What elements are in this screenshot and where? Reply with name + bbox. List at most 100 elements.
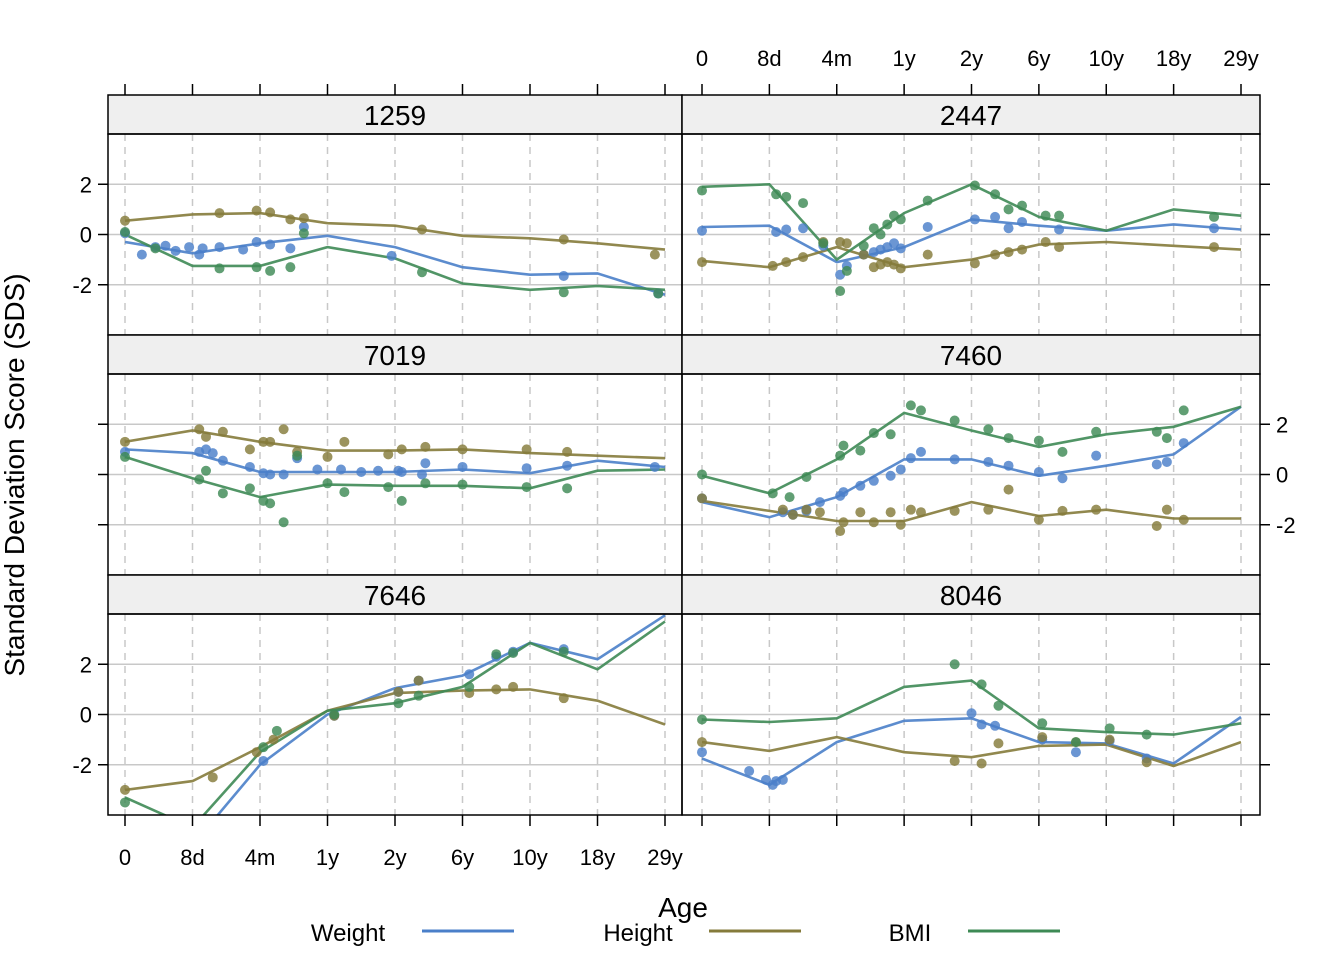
- panel-7019-bmi-point: [339, 487, 350, 498]
- panel-7460-height-point: [983, 504, 994, 515]
- top-xtick-label: 6y: [1027, 46, 1050, 71]
- panel-8046-strip: [681, 574, 1261, 615]
- panel-2447-bmi-point: [841, 265, 852, 276]
- panel-7019-height-point: [278, 424, 289, 435]
- panel-7019-bmi-point: [194, 474, 205, 485]
- panel-8046-bmi-point: [697, 714, 707, 725]
- panel-7460-height-point: [838, 517, 849, 528]
- panel-7460-bmi-point: [1151, 426, 1162, 437]
- panel-7646-height-point: [268, 734, 279, 745]
- panel-1259-weight-point: [197, 243, 208, 254]
- panel-1259-strip: [107, 94, 683, 135]
- panel-7460-height-point: [905, 504, 916, 515]
- panel-7646-bmi-point: [258, 742, 269, 753]
- panel-7646-bmi-point: [491, 649, 502, 660]
- panel-8046-bmi-point: [949, 659, 960, 670]
- panel-7460-bmi-point: [1178, 405, 1189, 416]
- panel-1259-bmi-point: [120, 226, 130, 237]
- panel-1259-bmi-point: [298, 228, 309, 239]
- panel-2447-height-point: [922, 249, 933, 260]
- panel-7460-bmi-point: [1033, 435, 1044, 446]
- panel-7019-bmi-point: [244, 483, 255, 494]
- panel-2447-weight-point: [922, 221, 933, 232]
- panel-8046-bmi-point: [1037, 718, 1048, 729]
- panel-7019-height-point: [322, 451, 333, 462]
- panel-8046-height-point: [993, 738, 1004, 749]
- panel-7019-height-point: [521, 444, 532, 455]
- panel-1259-weight-point: [251, 237, 262, 248]
- panel-frames: 1259 2447 7019 7460 7646 8046: [107, 94, 1261, 816]
- panel-7646-height-point: [207, 772, 218, 783]
- panel-7460-height-point: [777, 504, 788, 515]
- panel-7646-ytick-label: 2: [80, 652, 92, 677]
- panel-7019-weight-point: [521, 463, 532, 474]
- panel-8046-bmi-point: [976, 679, 987, 690]
- panel-8046-height-point: [697, 737, 707, 748]
- panel-7460-weight-point: [1161, 456, 1172, 467]
- panel-8046-weight-point: [976, 719, 987, 730]
- panel-7460-ytick-label: -2: [1276, 513, 1296, 538]
- panel-7019-height-point: [420, 441, 431, 452]
- panel-2447-weight-point: [895, 243, 906, 254]
- panel-2447-bmi-point: [1209, 211, 1220, 222]
- panel-2447-weight-point: [969, 214, 980, 225]
- panel-7460-height-point: [885, 507, 896, 518]
- panel-7460-bmi-point: [838, 440, 849, 451]
- panel-7019-bmi-point: [383, 482, 394, 493]
- panel-7646-bmi-point: [120, 797, 130, 808]
- panel-7460-weight-point: [1091, 450, 1102, 461]
- panel-8046-bmi-point: [993, 700, 1004, 711]
- panel-2447-strip: [681, 94, 1261, 135]
- panel-2447-height-line: [701, 240, 1242, 269]
- panel-7460-ytick-label: 0: [1276, 463, 1288, 488]
- bottom-xtick-label: 0: [119, 845, 131, 870]
- panel-2447-bmi-point: [969, 180, 980, 191]
- panel-7460-weight-point: [814, 497, 825, 508]
- panel-2447-label: 2447: [940, 100, 1002, 131]
- panel-1259-bmi-point: [285, 262, 296, 273]
- top-xtick-label: 0: [696, 46, 708, 71]
- panel-7460-bmi-point: [905, 400, 916, 411]
- panel-1259-height-point: [649, 249, 660, 260]
- panel-2447-height-point: [1040, 237, 1051, 248]
- panel-1259-weight-point: [136, 249, 147, 260]
- panel-7019-weight-point: [356, 466, 367, 477]
- panel-1259-height-point: [251, 205, 262, 216]
- panel-7460-weight-point: [1057, 473, 1068, 484]
- panel-7460-weight-point: [1003, 460, 1014, 471]
- panel-1259-height-point: [417, 224, 427, 235]
- panel-7019-weight-point: [336, 464, 346, 475]
- panel-7460-height-point: [787, 509, 798, 520]
- panel-1259-weight-point: [265, 239, 276, 250]
- panel-7019-weight-point: [420, 458, 431, 469]
- panel-8046-bmi-point: [1104, 723, 1115, 734]
- panel-1259-weight-line: [124, 234, 666, 297]
- panel-7019-height-point: [383, 449, 394, 460]
- panel-7646-weight-point: [258, 755, 269, 766]
- panel-1259-ytick-label: 2: [80, 172, 92, 197]
- bottom-xtick-label: 10y: [512, 845, 547, 870]
- panel-1259-weight-point: [214, 242, 225, 253]
- panel-7460-weight-point: [905, 453, 916, 464]
- panel-7646-label: 7646: [364, 580, 426, 611]
- panel-2447-height-point: [767, 260, 778, 271]
- panel-1259-weight-point: [170, 245, 181, 256]
- panel-7019-weight-point: [457, 461, 468, 472]
- panel-2447-bmi-point: [697, 185, 707, 196]
- panel-7460-weight-point: [1033, 466, 1044, 477]
- y-axis-title: Standard Deviation Score (SDS): [0, 273, 30, 676]
- panel-1259-ytick-label: 0: [80, 223, 92, 248]
- panel-8046-bmi-point: [1070, 737, 1081, 748]
- panel-7646-bmi-point: [413, 690, 424, 701]
- panel-7460-bmi-point: [949, 415, 960, 426]
- panel-2447-height-point: [969, 258, 980, 269]
- panel-7646-bmi-point: [393, 698, 404, 709]
- panel-1259-weight-point: [160, 240, 171, 251]
- panel-7019-weight-point: [207, 448, 218, 459]
- panel-2447-bmi-point: [1003, 204, 1014, 215]
- panel-2447-height-point: [697, 257, 707, 268]
- panel-7019-label: 7019: [364, 340, 426, 371]
- panel-8046-weight-point: [744, 766, 755, 777]
- x-axis-title: Age: [658, 892, 708, 923]
- panel-2447-bmi-point: [990, 189, 1001, 200]
